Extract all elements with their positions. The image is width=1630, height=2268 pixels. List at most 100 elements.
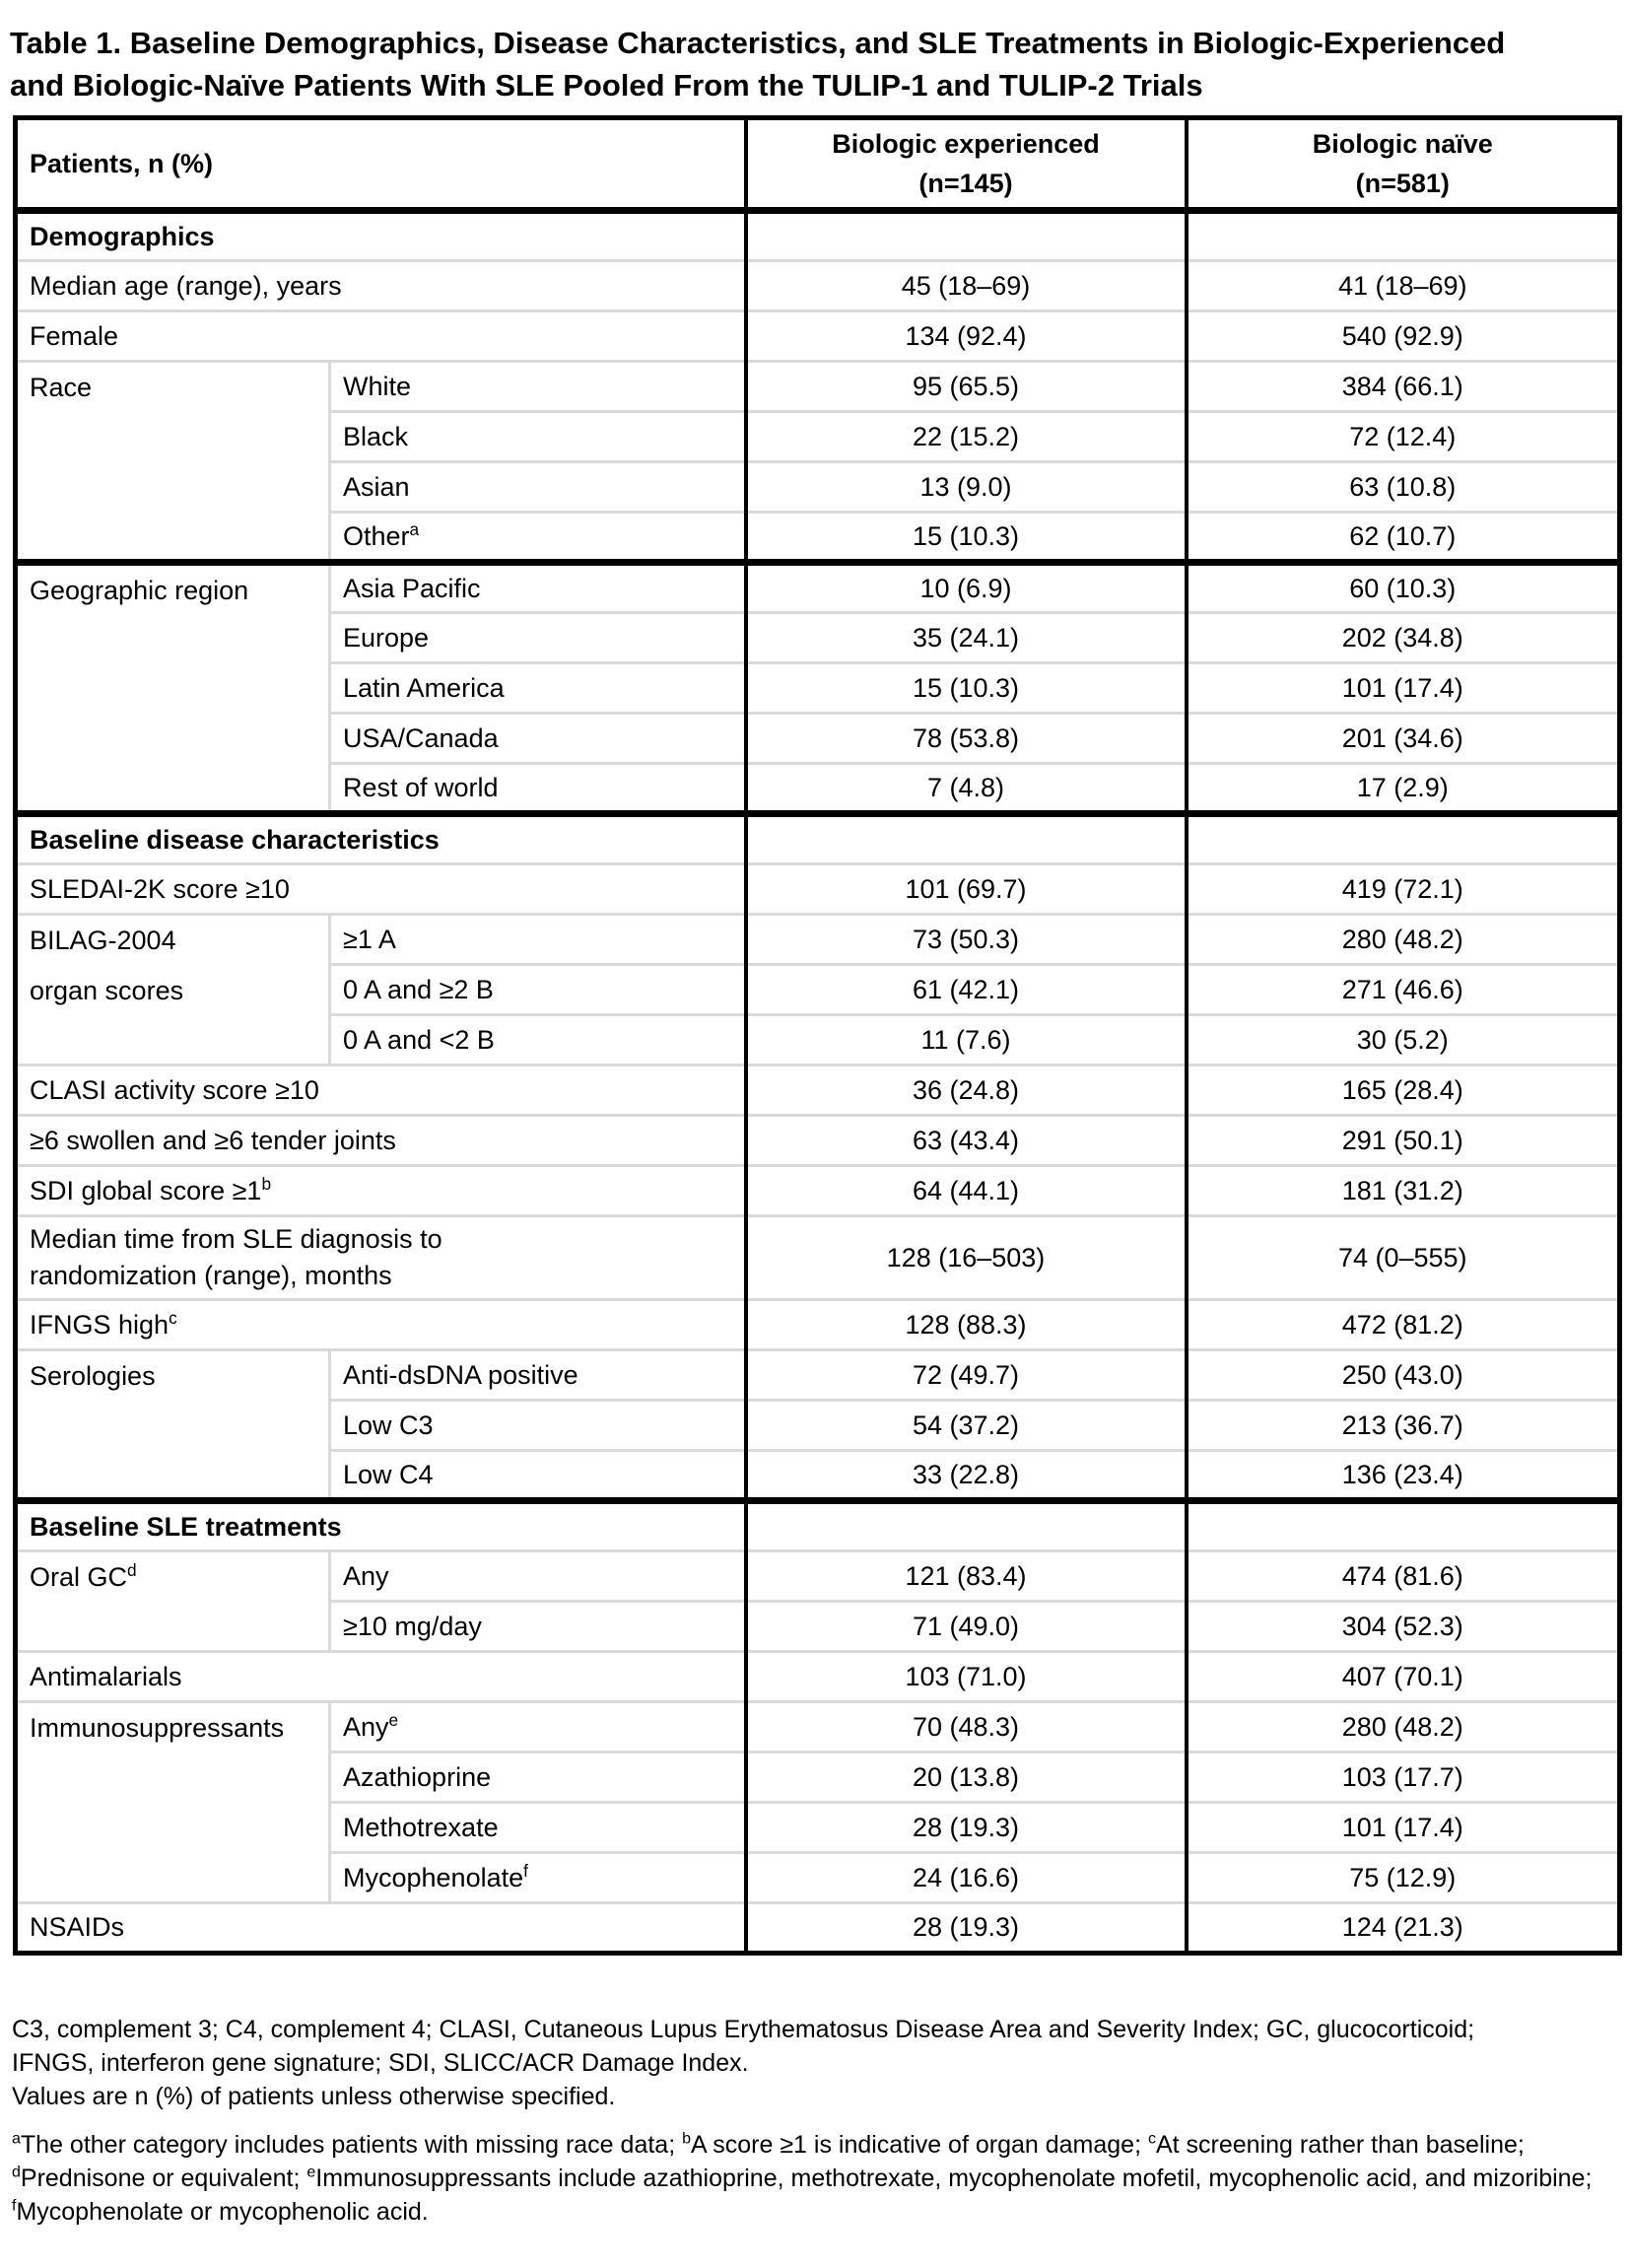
column-name: Biologic naïve: [1312, 129, 1493, 159]
row-label-text: Black: [343, 421, 409, 451]
row-label: Female: [15, 309, 746, 362]
table-body: Demographics Median age (range), years 45 …: [15, 209, 1620, 1954]
row-label: White: [328, 360, 746, 412]
row-label: ≥10 mg/day: [328, 1600, 746, 1652]
empty-cell: [1184, 810, 1620, 864]
row-label-text: ≥6 swollen and ≥6 tender joints: [30, 1125, 396, 1155]
value-cell: 70 (48.3): [743, 1700, 1187, 1753]
table-row: Immunosuppressants Anye 70 (48.3) 280 (48.2…: [15, 1700, 1620, 1903]
value-cell: 407 (70.1): [1184, 1650, 1620, 1702]
value-cell: 280 (48.2): [1184, 913, 1620, 965]
group-label-text: Geographic region: [30, 576, 249, 605]
value-cell: 474 (81.6): [1184, 1549, 1620, 1602]
value-cell: 128 (16–503): [743, 1214, 1187, 1300]
section-row: Demographics: [15, 209, 1620, 261]
row-label-text: Low C3: [343, 1409, 434, 1440]
value-cell: 304 (52.3): [1184, 1600, 1620, 1652]
table-row: BILAG-2004 organ scores ≥1 A 73 (50.3) 280 …: [15, 913, 1620, 1065]
value-cell: 64 (44.1): [743, 1164, 1187, 1216]
value-cell: 291 (50.1): [1184, 1114, 1620, 1166]
row-label-text: IFNGS high: [30, 1309, 170, 1340]
row-label: Latin America: [328, 661, 746, 714]
section-row: Baseline SLE treatments: [15, 1497, 1620, 1551]
table-row: Black 22 (15.2) 72 (12.4): [16, 410, 1620, 462]
note-text: Immunosuppressants include azathioprine,…: [315, 2165, 1593, 2192]
table-row: USA/Canada 78 (53.8) 201 (34.6): [16, 712, 1620, 764]
value-cell: 24 (16.6): [743, 1851, 1187, 1903]
empty-cell: [743, 209, 1187, 261]
table-row: Mycophenolatef 24 (16.6) 75 (12.9): [16, 1851, 1620, 1903]
note-text: The other category includes patients wit…: [20, 2131, 683, 2159]
row-label-text: Other: [343, 520, 410, 551]
row-label: Median time from SLE diagnosis to random…: [15, 1214, 746, 1300]
table-row: IFNGS highc 128 (88.3) 472 (81.2): [15, 1298, 1620, 1350]
value-cell: 124 (21.3): [1184, 1901, 1620, 1954]
row-label-text: Methotrexate: [343, 1812, 499, 1842]
table-row: ≥6 swollen and ≥6 tender joints 63 (43.4)…: [15, 1114, 1620, 1166]
row-label: Mycophenolatef: [328, 1851, 746, 1903]
row-label-text: Asia Pacific: [343, 573, 481, 603]
note-text: At screening rather than baseline;: [1155, 2131, 1525, 2159]
row-label-text: Median time from SLE diagnosis to random…: [30, 1224, 442, 1290]
footnote-marker: d: [127, 1560, 137, 1580]
row-label-text: White: [343, 371, 412, 401]
value-cell: 472 (81.2): [1184, 1298, 1620, 1350]
row-label-text: SDI global score ≥1: [30, 1175, 262, 1205]
value-cell: 101 (17.4): [1184, 661, 1620, 714]
table-row: Median age (range), years 45 (18–69) 41 (1…: [15, 259, 1620, 311]
value-cell: 75 (12.9): [1184, 1851, 1620, 1903]
footnotes: C3, complement 3; C4, complement 4; CLAS…: [10, 2013, 1620, 2229]
note-text: Prednisone or equivalent;: [20, 2165, 307, 2192]
table-row: Latin America 15 (10.3) 101 (17.4): [16, 661, 1620, 714]
value-cell: 101 (69.7): [743, 862, 1187, 915]
abbreviations-line: Values are n (%) of patients unless othe…: [12, 2083, 616, 2110]
section-heading: Demographics: [15, 209, 746, 261]
row-label: CLASI activity score ≥10: [15, 1064, 746, 1116]
value-cell: 62 (10.7): [1184, 511, 1620, 563]
row-label-text: Antimalarials: [30, 1661, 182, 1691]
table-row: Methotrexate 28 (19.3) 101 (17.4): [16, 1801, 1620, 1853]
table-row: Azathioprine 20 (13.8) 103 (17.7): [16, 1751, 1620, 1803]
row-label: Europe: [328, 611, 746, 663]
row-label-text: ≥1 A: [343, 924, 396, 954]
row-label-text: USA/Canada: [343, 722, 499, 753]
value-cell: 201 (34.6): [1184, 712, 1620, 764]
value-cell: 63 (10.8): [1184, 460, 1620, 513]
row-label: ≥1 A: [328, 913, 746, 965]
table-row: Oral GCd Any 121 (83.4) 474 (81.6): [15, 1549, 1620, 1652]
row-label-text: 0 A and ≥2 B: [343, 974, 494, 1004]
column-n: (n=581): [1355, 169, 1450, 198]
value-cell: 121 (83.4): [743, 1549, 1187, 1602]
row-label: Anye: [328, 1700, 746, 1753]
value-cell: 15 (10.3): [743, 661, 1187, 714]
section-heading: Baseline disease characteristics: [15, 810, 746, 864]
row-label: 0 A and ≥2 B: [328, 963, 746, 1015]
table-row: Low C4 33 (22.8) 136 (23.4): [16, 1449, 1620, 1501]
value-cell: 103 (17.7): [1184, 1751, 1620, 1803]
row-label-text: Anti-dsDNA positive: [343, 1359, 578, 1390]
row-label-text: 0 A and <2 B: [343, 1024, 495, 1055]
value-cell: 15 (10.3): [743, 511, 1187, 563]
table-row: Race White 95 (65.5) 384 (66.1): [15, 360, 1620, 563]
value-cell: 30 (5.2): [1184, 1013, 1620, 1065]
row-label: Antimalarials: [15, 1650, 746, 1702]
note-text: Mycophenolate or mycophenolic acid.: [16, 2198, 429, 2226]
footnote-marker: c: [169, 1307, 177, 1328]
value-cell: 63 (43.4): [743, 1114, 1187, 1166]
row-label-text: Latin America: [343, 672, 505, 703]
group-label: Oral GCd: [15, 1549, 331, 1652]
empty-cell: [1184, 209, 1620, 261]
empty-cell: [1184, 1497, 1620, 1551]
value-cell: 384 (66.1): [1184, 360, 1620, 412]
column-name: Biologic experienced: [832, 129, 1100, 159]
row-label: Black: [328, 410, 746, 462]
row-label-text: Any: [343, 1560, 389, 1591]
row-label-text: Mycophenolate: [343, 1862, 524, 1892]
value-cell: 41 (18–69): [1184, 259, 1620, 311]
value-cell: 35 (24.1): [743, 611, 1187, 663]
value-cell: 181 (31.2): [1184, 1164, 1620, 1216]
value-cell: 22 (15.2): [743, 410, 1187, 462]
note-line: dPrednisone or equivalent; eImmunosuppre…: [12, 2162, 1620, 2195]
value-cell: 78 (53.8): [743, 712, 1187, 764]
